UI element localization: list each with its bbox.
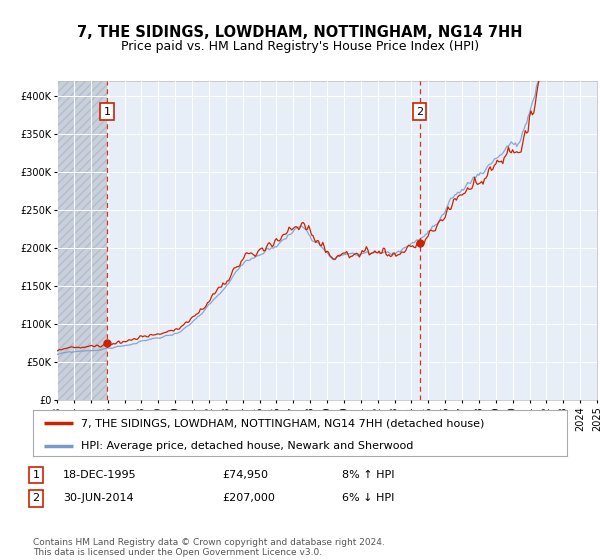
- Text: 7, THE SIDINGS, LOWDHAM, NOTTINGHAM, NG14 7HH: 7, THE SIDINGS, LOWDHAM, NOTTINGHAM, NG1…: [77, 25, 523, 40]
- Text: 30-JUN-2014: 30-JUN-2014: [63, 493, 134, 503]
- Text: Contains HM Land Registry data © Crown copyright and database right 2024.
This d: Contains HM Land Registry data © Crown c…: [33, 538, 385, 557]
- Text: 6% ↓ HPI: 6% ↓ HPI: [342, 493, 394, 503]
- Text: 1: 1: [103, 106, 110, 116]
- Bar: [57, 81, 107, 400]
- Text: £207,000: £207,000: [222, 493, 275, 503]
- Text: 1: 1: [32, 470, 40, 480]
- Text: 18-DEC-1995: 18-DEC-1995: [63, 470, 137, 480]
- Text: Price paid vs. HM Land Registry's House Price Index (HPI): Price paid vs. HM Land Registry's House …: [121, 40, 479, 53]
- Text: 2: 2: [32, 493, 40, 503]
- Bar: [57, 81, 107, 400]
- Text: 2: 2: [416, 106, 424, 116]
- Text: 8% ↑ HPI: 8% ↑ HPI: [342, 470, 395, 480]
- Text: HPI: Average price, detached house, Newark and Sherwood: HPI: Average price, detached house, Newa…: [81, 441, 413, 451]
- Text: £74,950: £74,950: [222, 470, 268, 480]
- Text: 7, THE SIDINGS, LOWDHAM, NOTTINGHAM, NG14 7HH (detached house): 7, THE SIDINGS, LOWDHAM, NOTTINGHAM, NG1…: [81, 418, 484, 428]
